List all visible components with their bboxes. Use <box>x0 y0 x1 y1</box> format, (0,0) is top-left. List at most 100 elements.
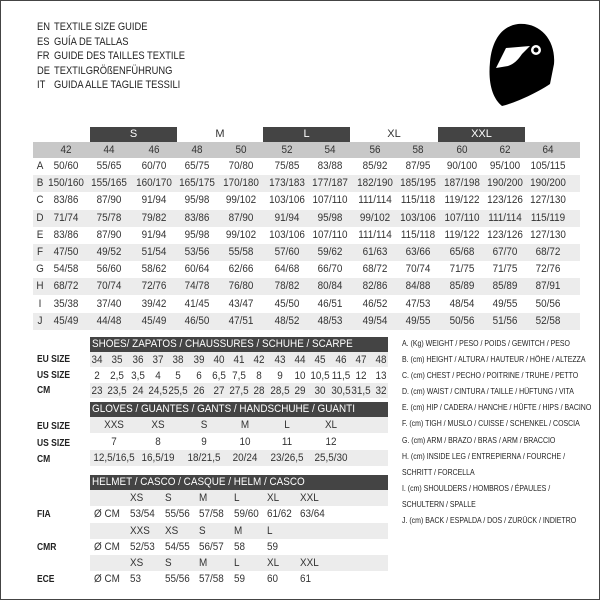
table-cell: 41/45 <box>184 297 210 310</box>
size-number: 64 <box>542 144 554 156</box>
table-cell: 127/130 <box>530 194 566 207</box>
row-label: US SIZE <box>37 369 71 381</box>
helmet-value: 63/64 <box>300 508 325 520</box>
row-shade <box>90 522 388 539</box>
table-cell: 40 <box>213 354 225 366</box>
size-guide-titles: EN TEXTILE SIZE GUIDE ES GUÍA DE TALLAS FR GU… <box>37 20 185 93</box>
helmet-value: 55/56 <box>165 573 190 585</box>
table-cell: 45/50 <box>274 297 300 310</box>
table-cell: 58/62 <box>141 263 167 276</box>
language-code: DE <box>37 64 50 77</box>
row-letter: J <box>37 314 43 327</box>
helmet-icon <box>489 23 555 106</box>
helmet-standard: ECE <box>37 574 55 585</box>
table-cell: 24,5 <box>148 385 168 397</box>
size-band-l: L <box>263 127 350 142</box>
table-cell: 50/60 <box>53 160 79 172</box>
table-cell: 55/65 <box>96 160 122 172</box>
table-cell: 111/114 <box>488 211 522 224</box>
legend-line: A. (Kg) WEIGHT / PESO / POIDS / GEWITCH … <box>402 338 570 348</box>
table-cell: 46 <box>335 354 347 366</box>
table-cell: 51/56 <box>492 314 518 327</box>
helmet-size: L <box>234 492 240 504</box>
table-cell: 8 <box>256 369 263 382</box>
helmet-size: S <box>199 524 206 537</box>
row-shade <box>90 352 388 367</box>
gloves-title: GLOVES / GUANTES / GANTS / HANDSCHUHE / … <box>92 403 355 415</box>
title-text: TEXTILE SIZE GUIDE <box>54 21 148 33</box>
table-cell: 76/80 <box>228 280 254 293</box>
table-cell: 11 <box>281 435 293 448</box>
table-cell: 25,5/30 <box>314 452 348 464</box>
legend-line: C. (cm) CHEST / PECHO / POITRINE / TRUHE… <box>402 370 579 381</box>
table-cell: 6 <box>195 369 202 382</box>
row-letter: A <box>36 160 44 172</box>
table-cell: 123/126 <box>487 228 523 241</box>
table-cell: 10,5 <box>310 369 330 382</box>
table-cell: 123/126 <box>487 194 523 207</box>
table-cell: 30,5 <box>330 385 351 397</box>
table-cell: 115/119 <box>530 211 566 224</box>
size-number: 48 <box>191 144 203 156</box>
table-cell: 63/66 <box>405 246 431 258</box>
size-number: 60 <box>456 144 468 156</box>
table-cell: 35/38 <box>53 297 79 310</box>
helmet-value: 59/60 <box>234 508 259 520</box>
helmet-value: 61/62 <box>267 508 292 520</box>
row-letter: G <box>36 263 44 276</box>
helmet-value: 57/58 <box>199 573 224 585</box>
table-cell: 41 <box>233 354 245 366</box>
table-cell: 107/110 <box>444 211 480 224</box>
table-cell: 36 <box>132 354 144 366</box>
table-cell: 7,5 <box>232 369 246 382</box>
helmet-value: 61 <box>300 573 312 585</box>
legend-line: D. (cm) WAIST / CINTURA / TAILLE / HÜFTU… <box>402 386 574 397</box>
table-cell: 82/86 <box>362 280 388 293</box>
helmet-size: L <box>234 557 240 569</box>
table-cell: 37/40 <box>96 297 122 310</box>
helmet-title: HELMET / CASCO / CASQUE / HELM / CASCO <box>92 476 305 488</box>
helmet-value: 53/54 <box>130 508 155 520</box>
table-cell: 28 <box>253 385 265 397</box>
table-cell: 50/56 <box>535 297 561 310</box>
title-text: GUIDA ALLE TAGLIE TESSILI <box>54 79 181 91</box>
table-cell: 10 <box>239 435 251 448</box>
diameter-unit: Ø CM <box>94 573 120 585</box>
table-cell: 91/94 <box>274 211 300 224</box>
title-line: EN TEXTILE SIZE GUIDE <box>37 20 185 35</box>
row-shade <box>90 450 388 466</box>
table-cell: 56/60 <box>96 263 122 276</box>
table-cell: 23/26,5 <box>270 452 304 464</box>
table-cell: 60/64 <box>184 263 210 276</box>
table-cell: 87/95 <box>405 160 431 172</box>
table-cell: 190/200 <box>530 177 566 190</box>
helmet-header: HELMET / CASCO / CASQUE / HELM / CASCO <box>90 475 388 490</box>
row-shade <box>90 383 388 398</box>
table-cell: 87/90 <box>96 228 122 241</box>
table-cell: 31,5 <box>351 385 371 397</box>
table-cell: 85/89 <box>449 280 475 293</box>
table-cell: 107/110 <box>312 194 348 207</box>
table-cell: 44/48 <box>96 314 122 327</box>
table-cell: 71/74 <box>53 211 79 224</box>
table-cell: 80/84 <box>317 280 343 293</box>
helmet-size: XXS <box>130 524 150 537</box>
size-band-xxl: XXL <box>438 127 525 142</box>
helmet-value: 59 <box>267 540 279 553</box>
table-cell: 150/160 <box>48 177 84 190</box>
table-cell: 68/72 <box>535 246 561 258</box>
size-band-s: S <box>90 127 177 142</box>
table-cell: 18/21,5 <box>187 452 221 464</box>
table-cell: 62/66 <box>228 263 254 276</box>
table-cell: 49/54 <box>362 314 388 327</box>
table-cell: 13 <box>375 369 387 382</box>
table-cell: 37 <box>152 354 164 366</box>
table-cell: 95/98 <box>184 228 210 241</box>
table-cell: 28,5 <box>270 385 290 397</box>
gloves-header: GLOVES / GUANTES / GANTS / HANDSCHUHE / … <box>90 402 388 417</box>
table-cell: 99/102 <box>225 194 257 207</box>
table-cell: 85/89 <box>492 280 518 293</box>
table-cell: 35 <box>111 354 123 366</box>
table-cell: M <box>240 419 250 431</box>
table-cell: S <box>200 419 208 431</box>
